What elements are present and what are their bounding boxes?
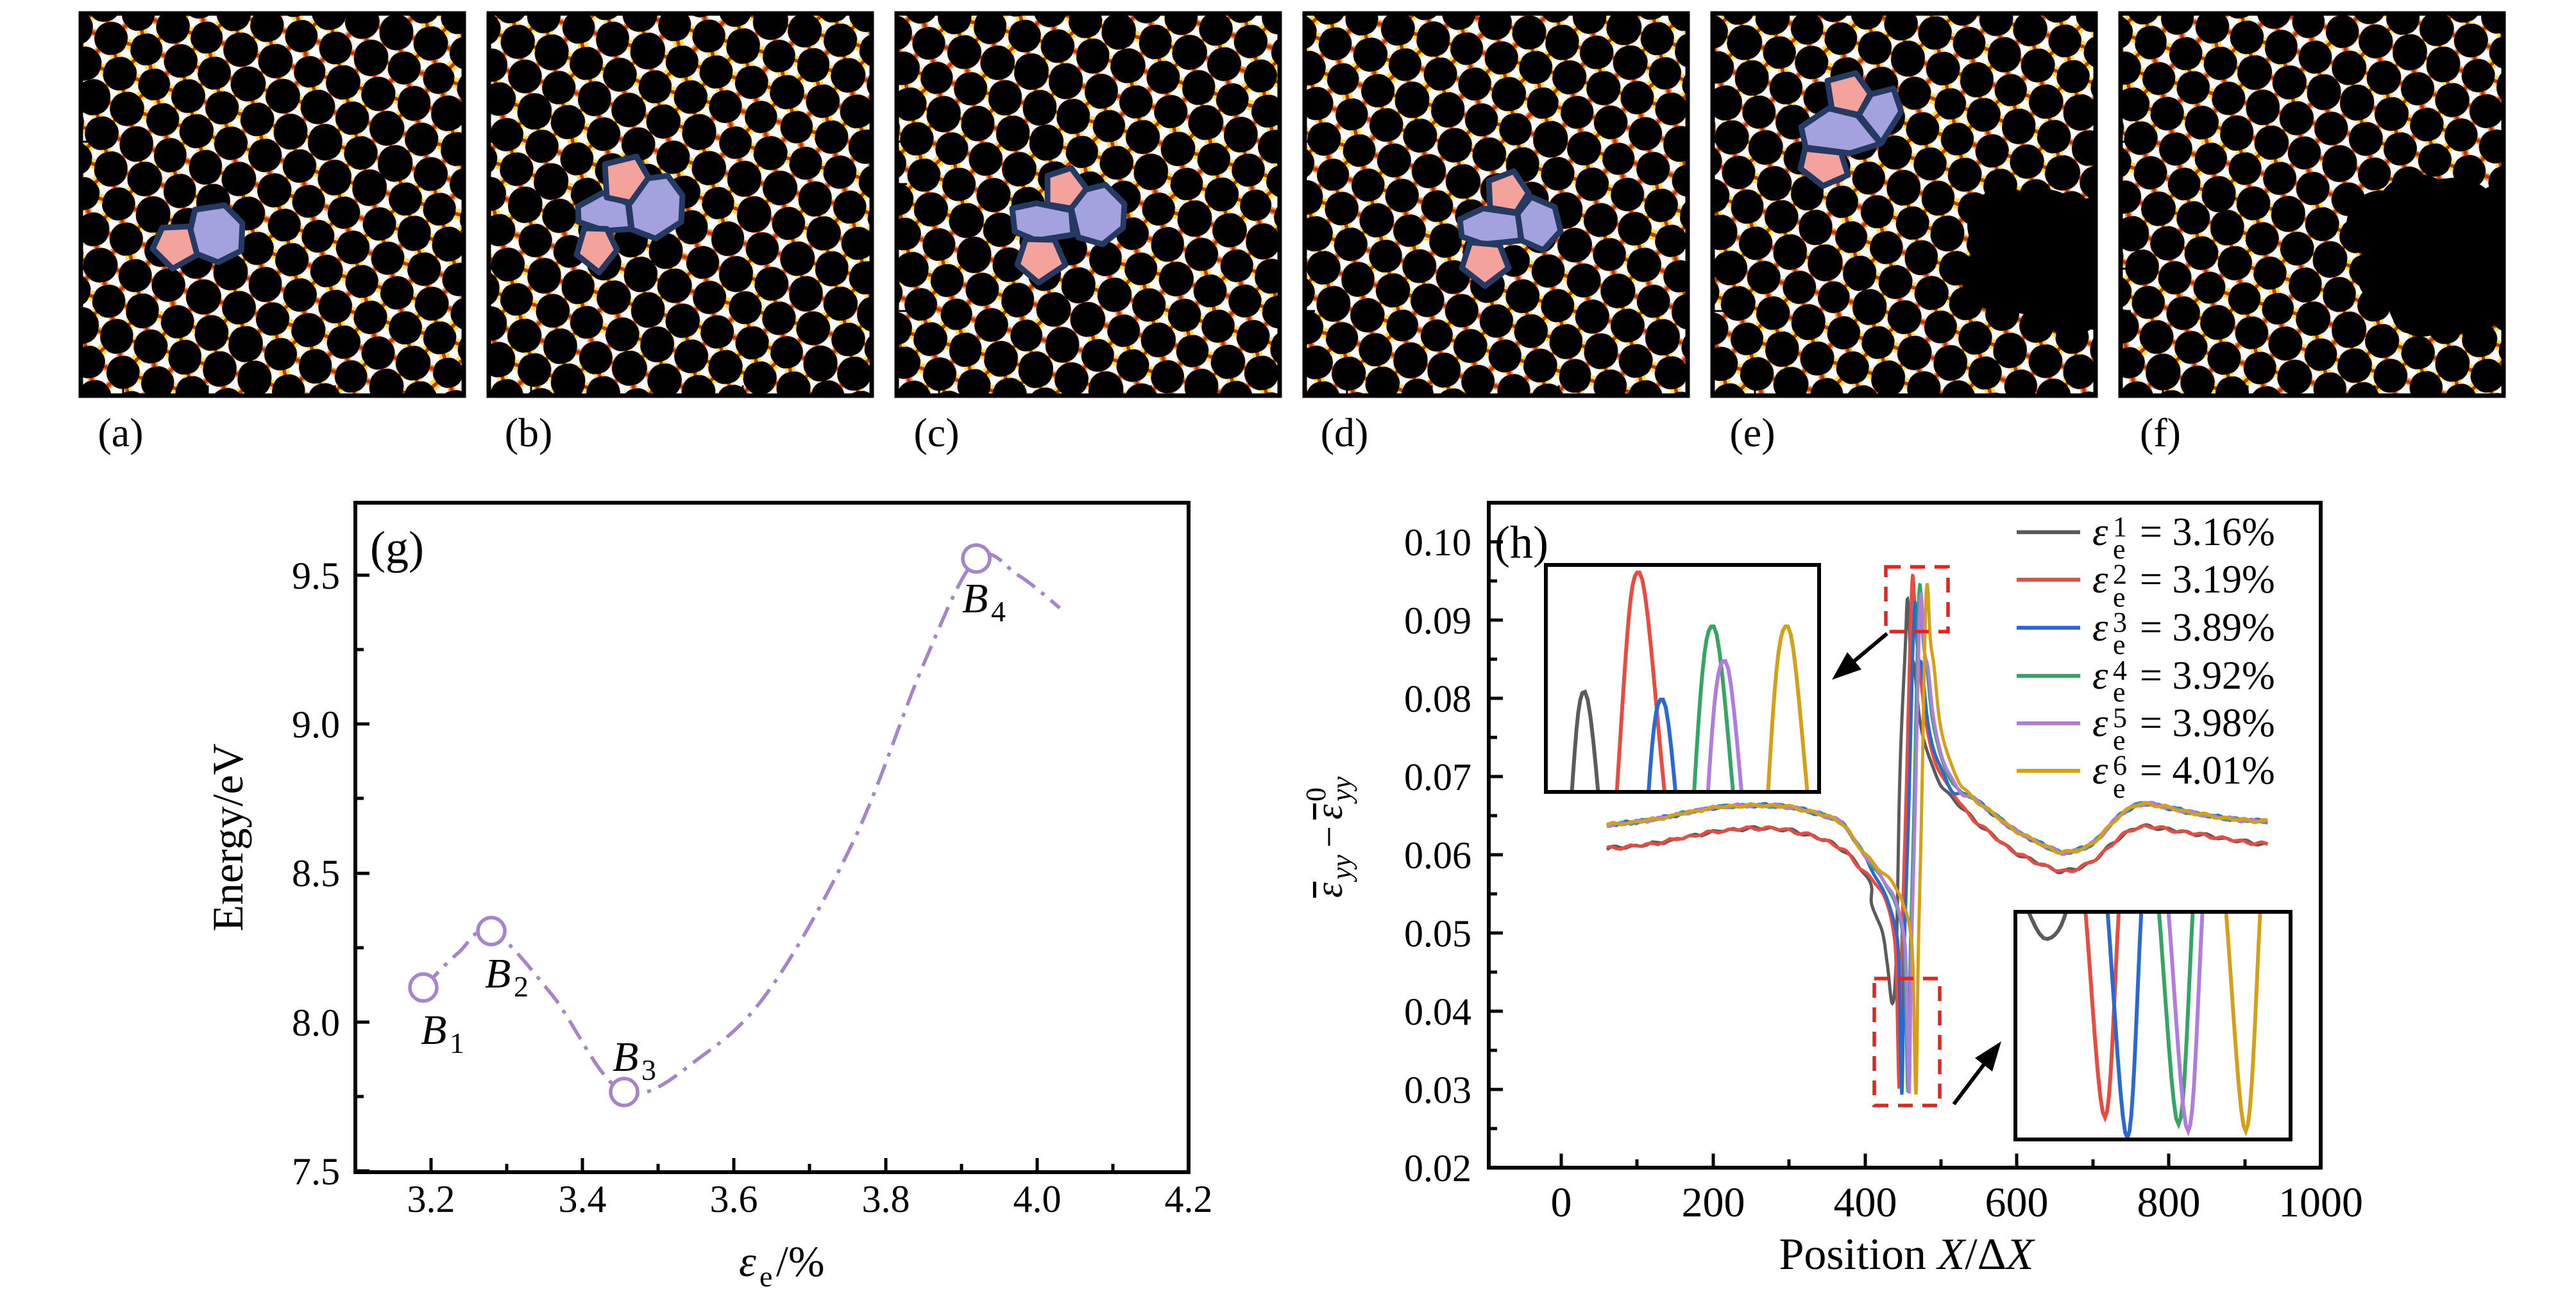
svg-text:(g): (g) <box>370 522 424 573</box>
svg-text:1000: 1000 <box>2278 1179 2363 1226</box>
svg-text:3.6: 3.6 <box>710 1178 758 1220</box>
svg-text:= 3.92%: = 3.92% <box>2140 654 2275 698</box>
svg-text:0.06: 0.06 <box>1404 834 1471 877</box>
svg-text:e: e <box>2113 725 2126 756</box>
svg-text:Energy/eV: Energy/eV <box>203 743 252 931</box>
svg-text:= 3.89%: = 3.89% <box>2140 606 2275 650</box>
svg-text:e: e <box>2113 534 2126 565</box>
svg-text:B: B <box>613 1034 638 1080</box>
svg-text:B: B <box>421 1007 446 1054</box>
svg-text:0.09: 0.09 <box>1404 600 1471 642</box>
svg-text:e: e <box>2113 773 2126 804</box>
svg-text:/%: /% <box>776 1237 825 1286</box>
svg-text:ε: ε <box>2092 702 2108 745</box>
svg-text:6: 6 <box>2113 750 2127 781</box>
svg-text:0.05: 0.05 <box>1404 912 1471 955</box>
svg-text:e: e <box>759 1260 772 1291</box>
svg-text:e: e <box>2113 629 2126 660</box>
svg-text:(b): (b) <box>505 410 553 455</box>
svg-text:0.04: 0.04 <box>1404 991 1471 1033</box>
svg-text:ε: ε <box>2092 606 2108 650</box>
svg-text:3: 3 <box>641 1054 656 1086</box>
svg-text:4.0: 4.0 <box>1013 1178 1062 1220</box>
svg-text:yy: yy <box>1326 854 1357 882</box>
svg-text:B: B <box>485 950 511 997</box>
svg-text:ε: ε <box>2092 749 2108 793</box>
svg-text:0.07: 0.07 <box>1404 756 1471 798</box>
svg-text:(h): (h) <box>1495 517 1548 568</box>
svg-text:3.4: 3.4 <box>559 1178 607 1220</box>
svg-text:ε: ε <box>2092 654 2108 698</box>
svg-text:(f): (f) <box>2140 410 2181 455</box>
svg-text:600: 600 <box>1985 1179 2049 1226</box>
svg-text:yy: yy <box>1326 776 1357 804</box>
svg-text:0.03: 0.03 <box>1404 1069 1471 1111</box>
svg-text:400: 400 <box>1834 1179 1897 1226</box>
svg-text:3.2: 3.2 <box>407 1178 455 1220</box>
svg-text:ε: ε <box>2092 510 2108 554</box>
svg-text:(c): (c) <box>913 410 959 455</box>
svg-text:9.5: 9.5 <box>292 555 340 597</box>
svg-text:ε: ε <box>739 1237 756 1286</box>
svg-text:2: 2 <box>514 970 529 1003</box>
svg-text:1: 1 <box>2113 511 2127 542</box>
svg-text:8.0: 8.0 <box>292 1002 340 1044</box>
svg-text:= 3.16%: = 3.16% <box>2140 510 2275 554</box>
svg-text:4.2: 4.2 <box>1165 1178 1213 1220</box>
svg-text:800: 800 <box>2137 1179 2201 1226</box>
svg-text:5: 5 <box>2113 702 2127 734</box>
svg-text:= 4.01%: = 4.01% <box>2140 749 2275 793</box>
svg-text:9.0: 9.0 <box>292 703 340 746</box>
svg-text:0: 0 <box>1551 1179 1572 1226</box>
svg-text:= 3.98%: = 3.98% <box>2140 702 2275 745</box>
svg-text:200: 200 <box>1682 1179 1745 1226</box>
svg-text:(e): (e) <box>1729 410 1775 455</box>
svg-text:4: 4 <box>2113 655 2127 686</box>
svg-text:(d): (d) <box>1321 410 1369 455</box>
svg-text:0.08: 0.08 <box>1404 678 1471 720</box>
svg-text:B: B <box>962 575 988 622</box>
svg-text:e: e <box>2113 676 2126 708</box>
svg-text:0: 0 <box>1300 787 1332 802</box>
svg-text:7.5: 7.5 <box>292 1150 340 1193</box>
svg-text:4: 4 <box>991 595 1006 628</box>
svg-text:−: − <box>1308 826 1350 848</box>
svg-text:= 3.19%: = 3.19% <box>2140 558 2275 601</box>
svg-text:8.5: 8.5 <box>292 852 340 895</box>
svg-text:Position X/ΔX: Position X/ΔX <box>1779 1230 2035 1279</box>
svg-text:0.10: 0.10 <box>1404 521 1471 564</box>
svg-text:e: e <box>2113 582 2126 613</box>
svg-text:0.02: 0.02 <box>1404 1147 1471 1189</box>
svg-text:3: 3 <box>2113 607 2127 638</box>
svg-text:ε: ε <box>2092 558 2108 601</box>
svg-text:2: 2 <box>2113 559 2127 590</box>
svg-text:3.8: 3.8 <box>862 1178 910 1220</box>
svg-text:1: 1 <box>450 1027 464 1059</box>
svg-text:(a): (a) <box>97 410 143 455</box>
